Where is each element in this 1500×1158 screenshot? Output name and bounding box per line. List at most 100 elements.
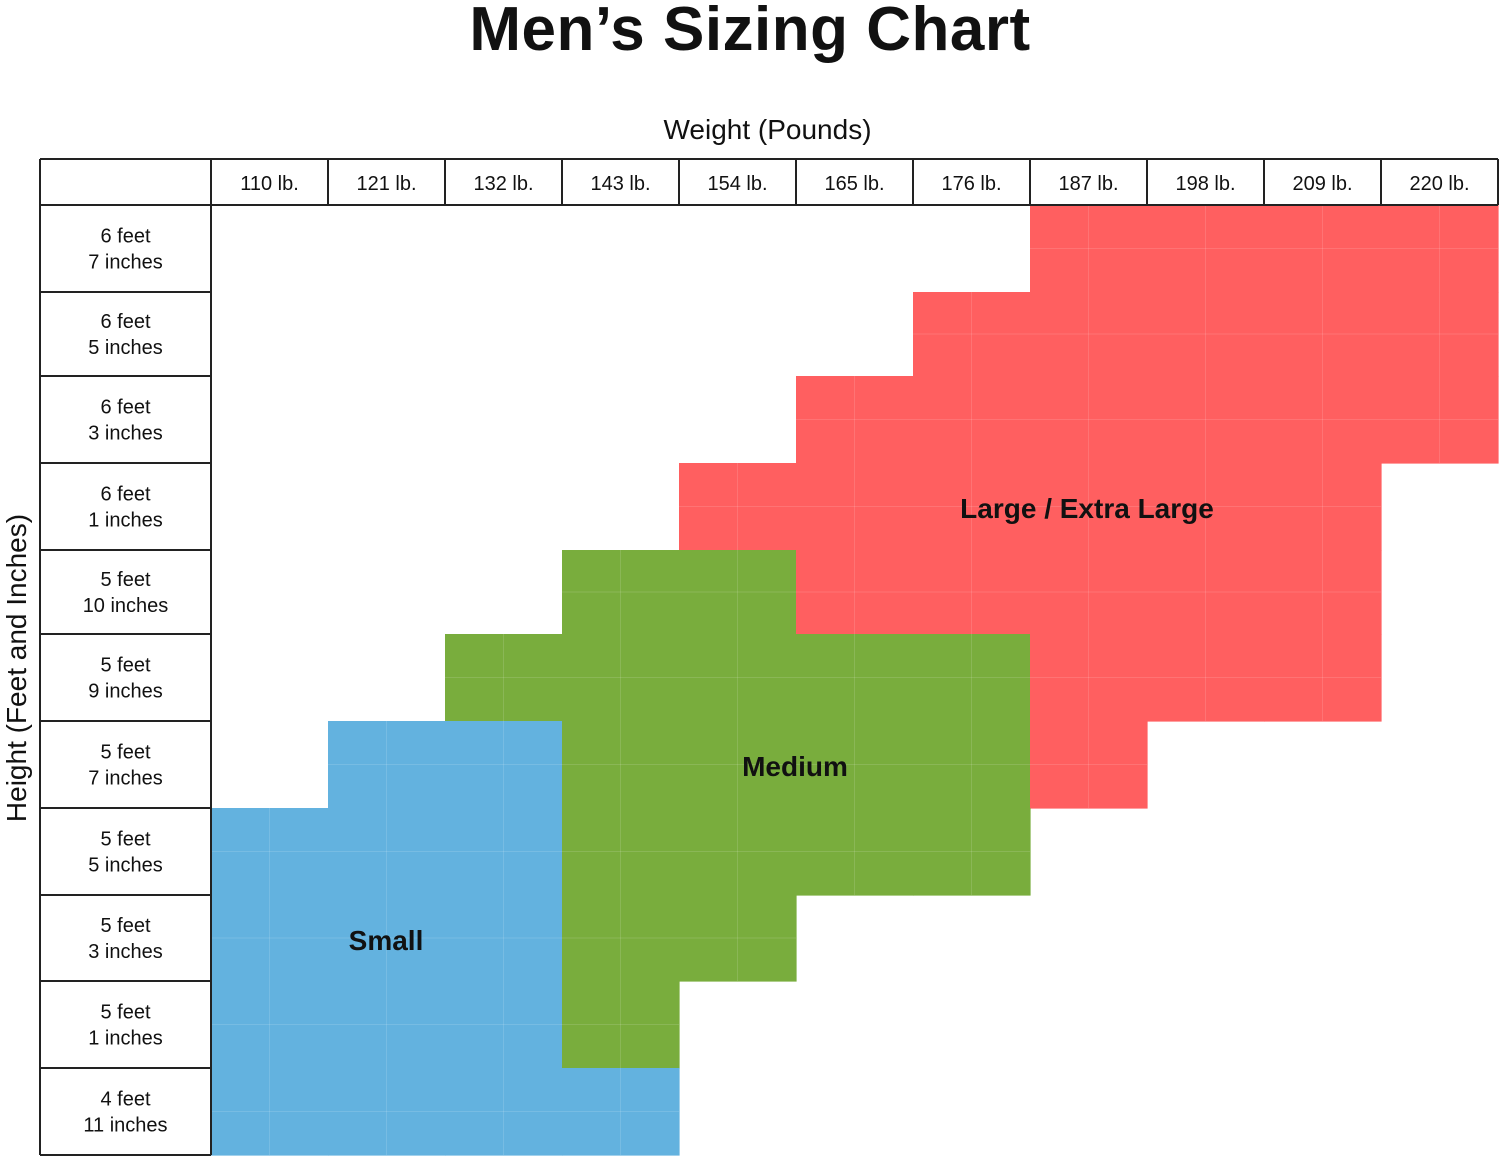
size-cell-s <box>211 808 329 896</box>
size-cell-m <box>913 721 1031 809</box>
row-header-feet: 5 feet <box>100 829 150 851</box>
size-cell-m <box>796 634 914 722</box>
size-cell-m <box>679 721 797 809</box>
size-cell-s <box>562 1068 680 1156</box>
size-cell-l <box>913 550 1031 635</box>
size-cell-m <box>679 895 797 982</box>
size-cell-m <box>562 550 680 635</box>
size-cell-l <box>913 376 1031 464</box>
size-cell-m <box>679 808 797 896</box>
size-cell-l <box>1147 550 1265 635</box>
size-cell-l <box>1030 376 1148 464</box>
size-cell-l <box>1264 205 1382 293</box>
size-cell-s <box>328 808 446 896</box>
row-header-feet: 6 feet <box>100 311 150 333</box>
size-cell-s <box>211 895 329 982</box>
size-cell-l <box>913 463 1031 551</box>
size-cell-m <box>562 895 680 982</box>
chart-title: Men’s Sizing Chart <box>469 0 1031 64</box>
row-header-inches: 3 inches <box>88 423 163 445</box>
size-cell-s <box>445 1068 563 1156</box>
size-cell-l <box>1381 292 1499 377</box>
column-header: 121 lb. <box>356 173 416 195</box>
size-cell-l <box>1147 292 1265 377</box>
row-header-feet: 6 feet <box>100 397 150 419</box>
size-cell-m <box>445 634 563 722</box>
row-header-feet: 5 feet <box>100 1002 150 1024</box>
x-axis-label: Weight (Pounds) <box>663 114 872 145</box>
row-header-inches: 3 inches <box>88 941 163 963</box>
size-cell-l <box>1264 634 1382 722</box>
size-cell-l <box>1030 634 1148 722</box>
size-cell-m <box>913 634 1031 722</box>
size-label-l: Large / Extra Large <box>960 493 1214 524</box>
size-cell-l <box>679 463 797 551</box>
column-header: 176 lb. <box>941 173 1001 195</box>
size-cell-m <box>562 721 680 809</box>
row-header-feet: 5 feet <box>100 655 150 677</box>
size-cell-l <box>1147 376 1265 464</box>
row-header-feet: 4 feet <box>100 1089 150 1111</box>
row-header-inches: 11 inches <box>83 1115 167 1137</box>
row-header-inches: 5 inches <box>88 337 163 359</box>
column-header: 198 lb. <box>1175 173 1235 195</box>
size-cell-m <box>679 550 797 635</box>
size-cell-l <box>913 292 1031 377</box>
row-header-feet: 5 feet <box>100 569 150 591</box>
row-header-inches: 7 inches <box>88 768 163 790</box>
column-header: 165 lb. <box>824 173 884 195</box>
size-cell-m <box>562 808 680 896</box>
row-header-inches: 9 inches <box>88 681 163 703</box>
row-header-feet: 5 feet <box>100 742 150 764</box>
size-cell-l <box>1030 550 1148 635</box>
size-cell-s <box>445 808 563 896</box>
column-header: 154 lb. <box>707 173 767 195</box>
size-cell-l <box>1030 463 1148 551</box>
row-header-feet: 6 feet <box>100 484 150 506</box>
size-cell-l <box>1264 376 1382 464</box>
size-cell-s <box>445 895 563 982</box>
size-cell-m <box>796 721 914 809</box>
size-cell-m <box>562 981 680 1069</box>
column-header: 132 lb. <box>473 173 533 195</box>
size-cell-l <box>796 376 914 464</box>
size-cell-l <box>1147 205 1265 293</box>
size-cell-l <box>796 550 914 635</box>
size-cell-s <box>211 981 329 1069</box>
size-cell-l <box>796 463 914 551</box>
size-cell-m <box>679 634 797 722</box>
size-cell-m <box>913 808 1031 896</box>
size-cell-s <box>328 721 446 809</box>
row-header-inches: 7 inches <box>88 252 163 274</box>
size-cell-s <box>445 721 563 809</box>
column-header: 209 lb. <box>1292 173 1352 195</box>
size-cell-l <box>1030 205 1148 293</box>
row-header-feet: 5 feet <box>100 915 150 937</box>
column-header: 110 lb. <box>240 173 299 195</box>
size-cell-l <box>1264 292 1382 377</box>
row-header-inches: 10 inches <box>83 595 169 617</box>
size-cell-l <box>1264 463 1382 551</box>
size-cell-s <box>445 981 563 1069</box>
size-cell-s <box>328 895 446 982</box>
size-cell-s <box>328 1068 446 1156</box>
size-cell-s <box>328 981 446 1069</box>
size-cell-l <box>1381 376 1499 464</box>
row-header-inches: 1 inches <box>88 510 163 532</box>
size-cell-l <box>1030 292 1148 377</box>
row-header-inches: 5 inches <box>88 855 163 877</box>
row-header-feet: 6 feet <box>100 226 150 248</box>
size-cell-m <box>796 808 914 896</box>
size-cell-l <box>1030 721 1148 809</box>
size-cell-l <box>1264 550 1382 635</box>
column-header: 220 lb. <box>1409 173 1469 195</box>
size-cell-l <box>1147 463 1265 551</box>
size-label-m: Medium <box>742 751 848 782</box>
size-label-s: Small <box>349 925 424 956</box>
size-cell-s <box>211 1068 329 1156</box>
row-header-inches: 1 inches <box>88 1028 163 1050</box>
column-header: 143 lb. <box>590 173 650 195</box>
column-header: 187 lb. <box>1058 173 1118 195</box>
size-cell-m <box>562 634 680 722</box>
